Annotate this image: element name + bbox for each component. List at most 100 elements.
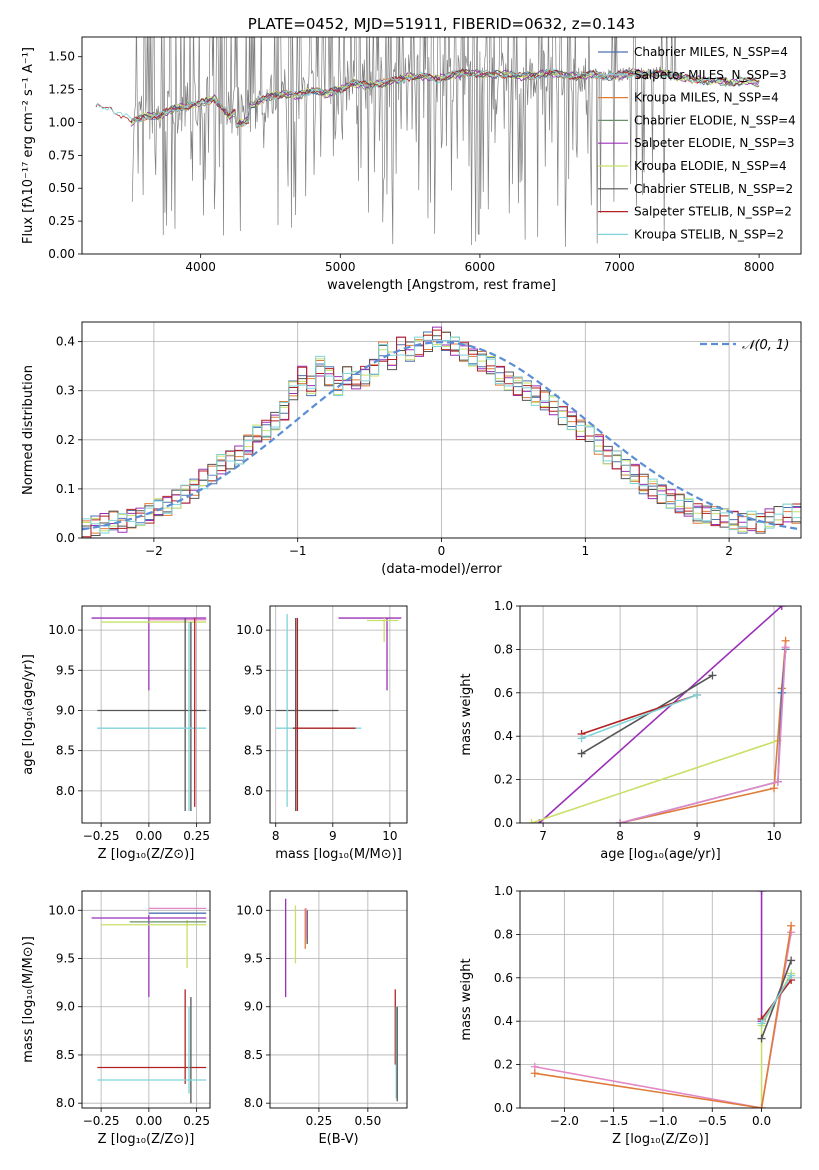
y-tick-label: 10.0 [236,903,263,917]
spectrum-panel: 4000 5000 6000 7000 8000 0.00 0.25 0.50 0.75 1.00… [21,15,802,293]
y-tick-label: 9.0 [244,1000,263,1014]
x-tick-label: 5000 [325,260,356,274]
normal-curve [82,341,801,531]
plot-area [270,891,407,1108]
y-tick-label: 9.0 [244,703,263,717]
marker-plus [757,1019,766,1028]
legend-label: 𝒩(0, 1) [742,338,789,353]
y-tick-label: 1.0 [494,884,513,898]
y-tick-label: 8.5 [244,744,263,758]
axes-frame [269,605,408,824]
legend-label: Kroupa STELIB, N_SSP=2 [634,227,784,241]
legend-label: Salpeter STELIB, N_SSP=2 [634,205,792,219]
axes-frame [81,890,211,1109]
y-tick-label: 0.0 [494,816,513,830]
x-tick-label: 7000 [604,260,635,274]
x-tick-label: 0.0 [752,1114,771,1128]
plot-area [82,606,210,823]
histogram-step [82,329,801,538]
y-tick-label: 9.5 [56,663,75,677]
marker-plus [693,690,702,699]
x-tick-label: 10 [766,829,781,843]
x-tick-label: 1 [581,544,589,558]
y-tick-label: 0.25 [48,214,75,228]
axes-frame [519,890,802,1109]
x-tick-label: 8000 [744,260,775,274]
mass-weight-vs-age-panel: 7 8 9 10 0.0 0.2 0.4 0.6 0.8 1.0 age [log₁₀(age/yr… [459,599,802,862]
mass-weight-vs-metallicity-panel: −2.0 −1.5 −1.0 −0.5 0.0 0.0 0.2 0.4 0.6 0.8 1.0 Z [… [459,884,802,1147]
y-tick-label: 8.5 [56,1048,75,1062]
x-tick-label: −1.5 [599,1114,628,1128]
x-tick-label: 8 [272,829,280,843]
axes-frame [81,321,802,539]
marker-plus [757,1104,766,1108]
legend-label: Chabrier ELODIE, N_SSP=4 [634,113,796,127]
x-tick-label: 0.50 [354,1114,381,1128]
y-tick-label: 9.0 [56,703,75,717]
y-axis-label: mass [log₁₀(M/M⊙)] [21,936,36,1063]
cumulative-mass-line [619,647,787,823]
x-tick-label: 7 [539,829,547,843]
y-tick-label: 9.0 [56,1000,75,1014]
legend-label: Salpeter MILES, N_SSP=3 [634,68,787,82]
plot-area [82,891,210,1108]
cumulative-mass-line [619,640,787,823]
marker-plus [530,1069,539,1078]
marker-plus [787,921,796,930]
plot-area [95,37,760,247]
x-tick-label: −0.25 [83,1114,120,1128]
y-tick-label: 0.8 [494,927,513,941]
x-axis-label: age [log₁₀(age/yr)] [600,847,721,862]
y-tick-label: 0.4 [494,1014,513,1028]
plot-area [270,606,407,823]
mass-vs-metallicity-panel: −0.25 0.00 0.25 8.0 8.5 9.0 9.5 10.0 Z [log₁₀(Z/… [21,890,211,1147]
axes-frame [269,890,408,1109]
y-axis-label: age [log₁₀(age/yr)] [21,654,36,775]
x-tick-label: 8 [616,829,624,843]
age-vs-mass-panel: 8 9 10 8.0 8.5 9.0 9.5 10.0 mass [log₁₀(M/M⊙)] [236,605,408,862]
x-axis-label: Z [log₁₀(Z/Z⊙)] [98,847,195,862]
marker-plus [781,643,790,652]
axes-frame [81,605,211,824]
x-axis-label: wavelength [Angstrom, rest frame] [327,278,556,293]
x-tick-label: 0.25 [183,829,210,843]
marker-plus [787,971,796,980]
y-axis-label: Normed distribution [21,365,36,495]
x-tick-label: 2 [725,544,733,558]
x-tick-label: 0.25 [306,1114,333,1128]
x-axis-label: Z [log₁₀(Z/Z⊙)] [612,1132,709,1147]
y-tick-label: 8.0 [244,1096,263,1110]
x-tick-label: 10 [382,829,397,843]
x-axis-label: Z [log₁₀(Z/Z⊙)] [98,1132,195,1147]
axes-frame [81,36,802,255]
y-tick-label: 10.0 [48,623,75,637]
x-tick-label: 9 [693,829,701,843]
cumulative-mass-line [760,975,792,1024]
marker-plus [757,1034,766,1043]
x-tick-label: −2 [145,544,163,558]
cumulative-mass-line [581,694,698,740]
plot-area [82,322,801,538]
marker-plus [708,671,717,680]
plot-area [520,606,801,823]
y-axis-label: Flux [fλ10⁻¹⁷ erg cm⁻² s⁻¹ A⁻¹] [21,47,36,244]
marker-plus [577,749,586,758]
age-vs-metallicity-panel: −0.25 0.00 0.25 8.0 8.5 9.0 9.5 10.0 Z [log₁₀(Z/… [21,605,211,862]
y-tick-label: 10.0 [48,903,75,917]
y-tick-label: 1.00 [48,115,75,129]
y-tick-label: 9.5 [244,663,263,677]
marker-plus [770,784,779,793]
y-tick-label: 1.25 [48,83,75,97]
x-axis-label: (data-model)/error [381,562,502,577]
axes-frame [519,605,802,824]
y-tick-label: 0.1 [56,482,75,496]
y-axis-label: mass weight [459,673,474,755]
marker-plus [773,777,782,786]
cumulative-mass-line [760,973,792,1108]
marker-plus [777,688,786,697]
x-axis-label: mass [log₁₀(M/M⊙)] [275,847,402,862]
y-tick-label: 8.0 [244,784,263,798]
x-tick-label: 0.00 [136,829,163,843]
plot-area [520,891,801,1108]
